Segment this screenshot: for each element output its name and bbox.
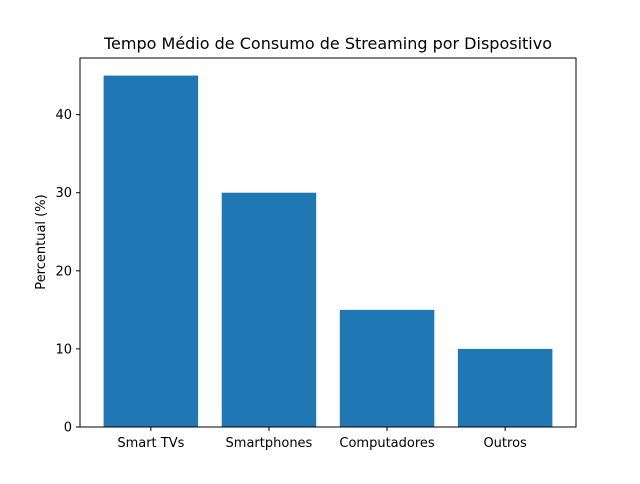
- y-tick-label: 30: [55, 186, 72, 201]
- bar-computadores: [339, 309, 435, 427]
- y-tick-label: 40: [55, 108, 72, 123]
- y-tick-label: 0: [64, 421, 72, 436]
- x-tick-label: Outros: [483, 436, 527, 451]
- bar-smart-tvs: [103, 75, 199, 428]
- y-tick-label: 10: [55, 342, 72, 357]
- bar-smartphones: [221, 192, 317, 427]
- bar-outros: [457, 348, 553, 427]
- chart-title: Tempo Médio de Consumo de Streaming por …: [103, 34, 552, 53]
- x-tick-label: Computadores: [339, 436, 435, 451]
- y-axis-label: Percentual (%): [34, 194, 49, 289]
- plot-area: 0 10 20 30 40 Smart TVs Smartphones Computadore…: [55, 57, 577, 451]
- x-tick-label: Smartphones: [226, 436, 313, 451]
- y-tick-label: 20: [55, 264, 72, 279]
- x-tick-label: Smart TVs: [117, 436, 184, 451]
- axes-frame: [79, 57, 577, 428]
